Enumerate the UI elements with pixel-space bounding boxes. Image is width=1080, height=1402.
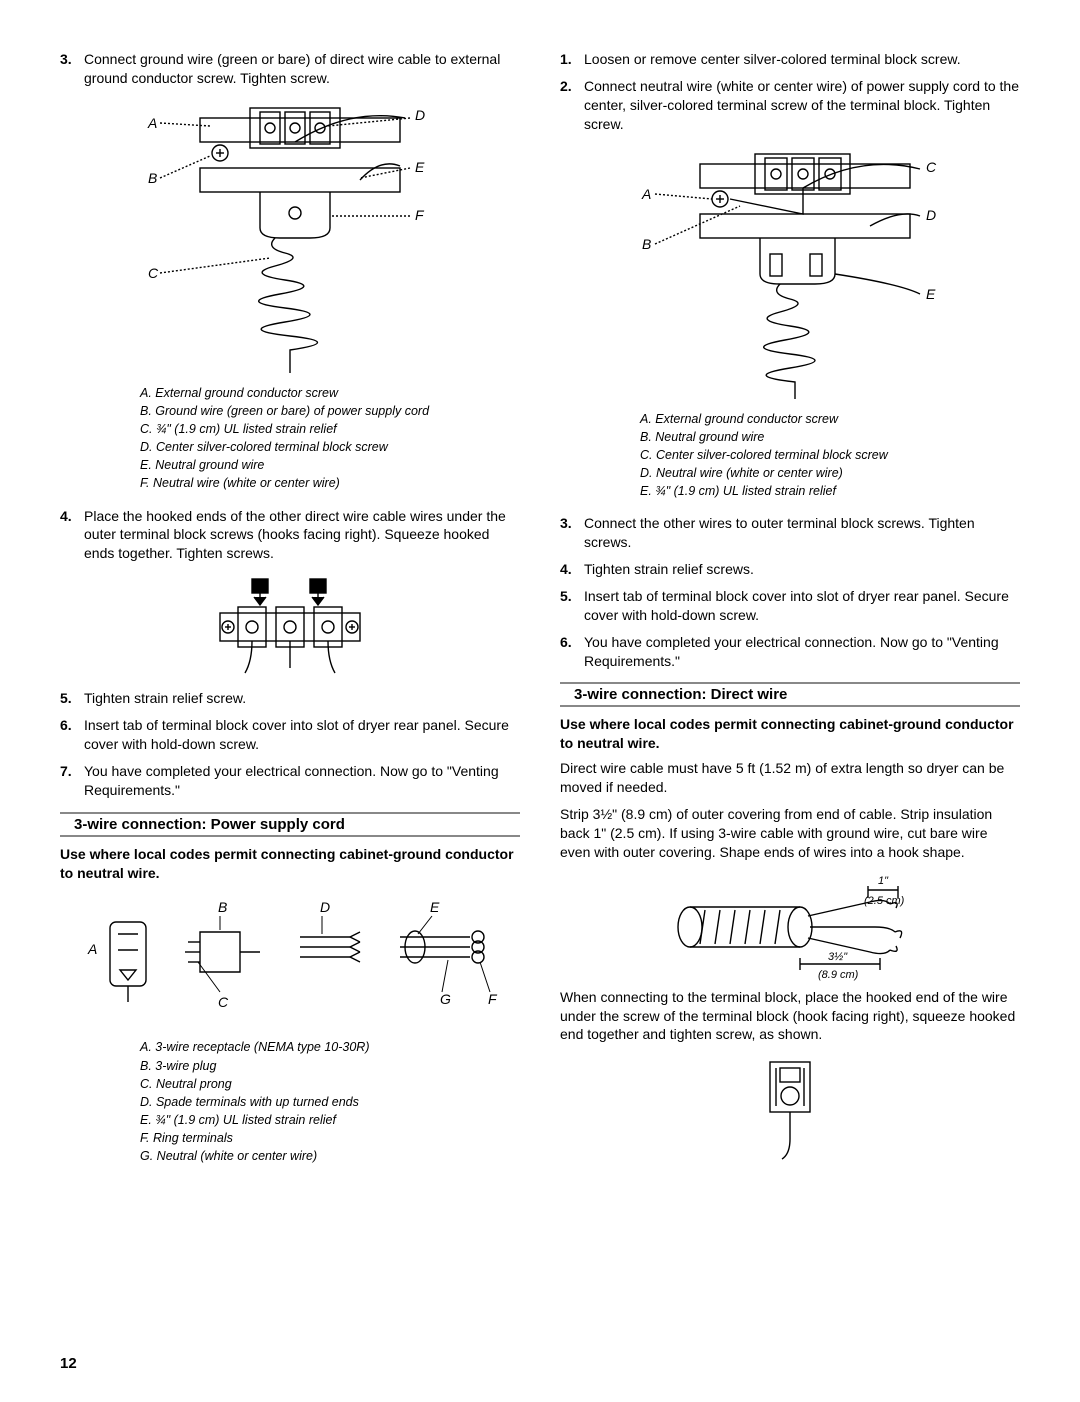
caption: D. Neutral wire (white or center wire) bbox=[640, 464, 1020, 482]
step-text: Place the hooked ends of the other direc… bbox=[84, 507, 520, 564]
left-step-5: 5. Tighten strain relief screw. bbox=[60, 689, 520, 708]
svg-text:B: B bbox=[642, 236, 651, 252]
caption: B. 3-wire plug bbox=[140, 1057, 520, 1075]
caption: A. 3-wire receptacle (NEMA type 10-30R) bbox=[140, 1038, 520, 1056]
caption: C. ¾" (1.9 cm) UL listed strain relief bbox=[140, 420, 520, 438]
svg-text:F: F bbox=[415, 207, 425, 223]
right-step-5: 5. Insert tab of terminal block cover in… bbox=[560, 587, 1020, 625]
svg-text:E: E bbox=[926, 286, 936, 302]
dim-label: (8.9 cm) bbox=[818, 969, 859, 981]
svg-text:E: E bbox=[430, 899, 440, 915]
step-text: Connect the other wires to outer termina… bbox=[584, 514, 1020, 552]
svg-text:G: G bbox=[440, 991, 451, 1007]
step-text: Tighten strain relief screws. bbox=[584, 560, 1020, 579]
step-text: Connect neutral wire (white or center wi… bbox=[584, 77, 1020, 134]
caption: F. Ring terminals bbox=[140, 1129, 520, 1147]
step-number: 5. bbox=[60, 689, 84, 708]
step-text: Tighten strain relief screw. bbox=[84, 689, 520, 708]
left-column: 3. Connect ground wire (green or bare) o… bbox=[60, 50, 520, 1179]
bold-paragraph: Use where local codes permit connecting … bbox=[560, 715, 1020, 753]
figure-terminal-block-neutral: A B C D E bbox=[560, 144, 1020, 404]
figure-hook-closeup bbox=[560, 1054, 1020, 1164]
left-step-7: 7. You have completed your electrical co… bbox=[60, 762, 520, 800]
figure-cable-strip: 1" (2.5 cm) 3½" (8.9 cm) bbox=[560, 872, 1020, 982]
caption: E. ¾" (1.9 cm) UL listed strain relief bbox=[140, 1111, 520, 1129]
caption: E. Neutral ground wire bbox=[140, 456, 520, 474]
step-number: 3. bbox=[560, 514, 584, 552]
caption: B. Ground wire (green or bare) of power … bbox=[140, 402, 520, 420]
svg-text:D: D bbox=[926, 207, 936, 223]
step-number: 3. bbox=[60, 50, 84, 88]
svg-text:B: B bbox=[148, 170, 157, 186]
step-number: 5. bbox=[560, 587, 584, 625]
figure-3wire-cord-parts: A B C D E F G bbox=[60, 892, 520, 1032]
step-text: Insert tab of terminal block cover into … bbox=[84, 716, 520, 754]
svg-text:E: E bbox=[415, 159, 425, 175]
page-number: 12 bbox=[60, 1355, 77, 1372]
paragraph: Strip 3½" (8.9 cm) of outer covering fro… bbox=[560, 805, 1020, 862]
right-column: 1. Loosen or remove center silver-colore… bbox=[560, 50, 1020, 1179]
caption: C. Center silver-colored terminal block … bbox=[640, 446, 1020, 464]
step-text: Loosen or remove center silver-colored t… bbox=[584, 50, 1020, 69]
svg-text:C: C bbox=[218, 994, 229, 1010]
step-text: Connect ground wire (green or bare) of d… bbox=[84, 50, 520, 88]
paragraph: When connecting to the terminal block, p… bbox=[560, 988, 1020, 1045]
caption: C. Neutral prong bbox=[140, 1075, 520, 1093]
step-number: 6. bbox=[560, 633, 584, 671]
section-divider: 3-wire connection: Power supply cord bbox=[60, 812, 520, 837]
caption: G. Neutral (white or center wire) bbox=[140, 1147, 520, 1165]
step-text: Insert tab of terminal block cover into … bbox=[584, 587, 1020, 625]
dim-label: (2.5 cm) bbox=[864, 895, 905, 907]
right-step-6: 6. You have completed your electrical co… bbox=[560, 633, 1020, 671]
svg-text:A: A bbox=[147, 115, 157, 131]
right-step-3: 3. Connect the other wires to outer term… bbox=[560, 514, 1020, 552]
right-step-2: 2. Connect neutral wire (white or center… bbox=[560, 77, 1020, 134]
caption: A. External ground conductor screw bbox=[140, 384, 520, 402]
caption: B. Neutral ground wire bbox=[640, 428, 1020, 446]
step-number: 2. bbox=[560, 77, 584, 134]
caption: D. Spade terminals with up turned ends bbox=[140, 1093, 520, 1111]
step-text: You have completed your electrical conne… bbox=[584, 633, 1020, 671]
step-number: 1. bbox=[560, 50, 584, 69]
figure4-captions: A. External ground conductor screw B. Ne… bbox=[640, 410, 1020, 501]
figure3-captions: A. 3-wire receptacle (NEMA type 10-30R) … bbox=[140, 1038, 520, 1165]
section-title: 3-wire connection: Direct wire bbox=[574, 686, 1006, 703]
figure1-captions: A. External ground conductor screw B. Gr… bbox=[140, 384, 520, 493]
step-number: 4. bbox=[60, 507, 84, 564]
figure-terminal-block-ground: A B C D E F bbox=[60, 98, 520, 378]
left-step-6: 6. Insert tab of terminal block cover in… bbox=[60, 716, 520, 754]
caption: D. Center silver-colored terminal block … bbox=[140, 438, 520, 456]
svg-text:C: C bbox=[148, 265, 159, 281]
page-columns: 3. Connect ground wire (green or bare) o… bbox=[60, 50, 1020, 1179]
section-title: 3-wire connection: Power supply cord bbox=[74, 816, 506, 833]
right-step-4: 4. Tighten strain relief screws. bbox=[560, 560, 1020, 579]
bold-paragraph: Use where local codes permit connecting … bbox=[60, 845, 520, 883]
svg-text:A: A bbox=[87, 941, 97, 957]
dim-label: 3½" bbox=[828, 951, 848, 963]
section-divider: 3-wire connection: Direct wire bbox=[560, 682, 1020, 707]
caption: F. Neutral wire (white or center wire) bbox=[140, 474, 520, 492]
svg-text:B: B bbox=[218, 899, 227, 915]
caption: A. External ground conductor screw bbox=[640, 410, 1020, 428]
caption: E. ¾" (1.9 cm) UL listed strain relief bbox=[640, 482, 1020, 500]
step-text: You have completed your electrical conne… bbox=[84, 762, 520, 800]
figure-terminal-hooks bbox=[60, 573, 520, 683]
svg-text:D: D bbox=[415, 107, 425, 123]
svg-text:D: D bbox=[320, 899, 330, 915]
step-number: 6. bbox=[60, 716, 84, 754]
paragraph: Direct wire cable must have 5 ft (1.52 m… bbox=[560, 759, 1020, 797]
svg-text:A: A bbox=[641, 186, 651, 202]
dim-label: 1" bbox=[878, 875, 889, 887]
left-step-3: 3. Connect ground wire (green or bare) o… bbox=[60, 50, 520, 88]
step-number: 4. bbox=[560, 560, 584, 579]
step-number: 7. bbox=[60, 762, 84, 800]
svg-text:C: C bbox=[926, 159, 937, 175]
svg-text:F: F bbox=[488, 991, 498, 1007]
right-step-1: 1. Loosen or remove center silver-colore… bbox=[560, 50, 1020, 69]
left-step-4: 4. Place the hooked ends of the other di… bbox=[60, 507, 520, 564]
